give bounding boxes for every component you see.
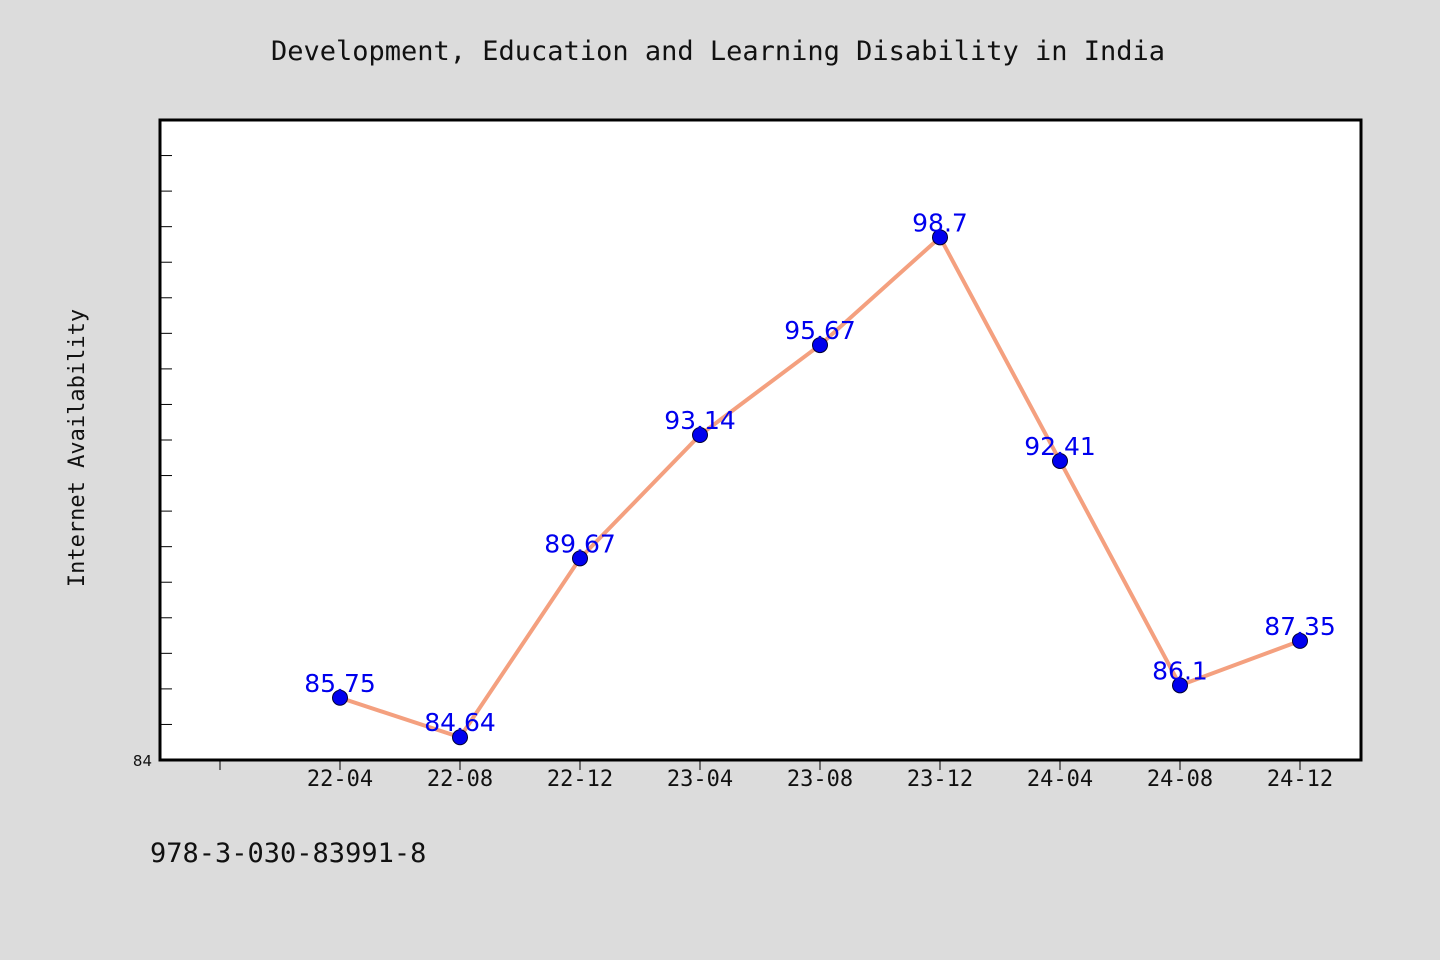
x-tick-label: 22-04: [307, 767, 373, 792]
data-point: [572, 550, 588, 567]
data-label: 89.67: [544, 529, 616, 558]
x-tick-labels: 22-04 22-08 22-12 23-04 23-08 23-12 24-04 24-08…: [307, 767, 1333, 792]
data-point: [692, 427, 708, 444]
data-point: [1172, 677, 1188, 694]
data-point: [812, 337, 828, 354]
data-label: 86.1: [1152, 656, 1208, 685]
data-label: 87.35: [1264, 612, 1336, 641]
y-axis-ticks: [160, 155, 172, 725]
data-label: 84.64: [424, 708, 496, 737]
data-label: 85.75: [304, 669, 376, 698]
data-label: 93.14: [664, 406, 736, 435]
x-tick-label: 23-04: [667, 767, 733, 792]
x-tick-label: 23-12: [907, 767, 973, 792]
y-tick-label: 84: [133, 752, 152, 770]
data-point: [1292, 632, 1308, 649]
x-tick-label: 24-12: [1267, 767, 1333, 792]
data-point: [452, 729, 468, 746]
y-axis-label: Internet Availability: [65, 309, 90, 587]
data-point: [932, 229, 948, 246]
plot-frame: [158, 118, 1363, 762]
data-label: 98.7: [912, 208, 968, 237]
x-tick-label: 24-08: [1147, 767, 1213, 792]
data-point: [332, 689, 348, 706]
x-tick-label: 22-08: [427, 767, 493, 792]
data-point: [1052, 452, 1068, 469]
x-tick-label: 23-08: [787, 767, 853, 792]
chart-title: Development, Education and Learning Disa…: [271, 36, 1165, 67]
x-tick-label: 24-04: [1027, 767, 1093, 792]
isbn-footer: 978-3-030-83991-8: [150, 838, 426, 869]
data-label: 95.67: [784, 316, 856, 345]
series-markers: [332, 229, 1308, 746]
x-axis-ticks: [219, 760, 1301, 770]
data-labels: 85.75 84.64 89.67 93.14 95.67 98.7 92.41 86.1 87…: [304, 208, 1336, 737]
x-tick-label: 22-12: [547, 767, 613, 792]
data-label: 92.41: [1024, 432, 1096, 461]
